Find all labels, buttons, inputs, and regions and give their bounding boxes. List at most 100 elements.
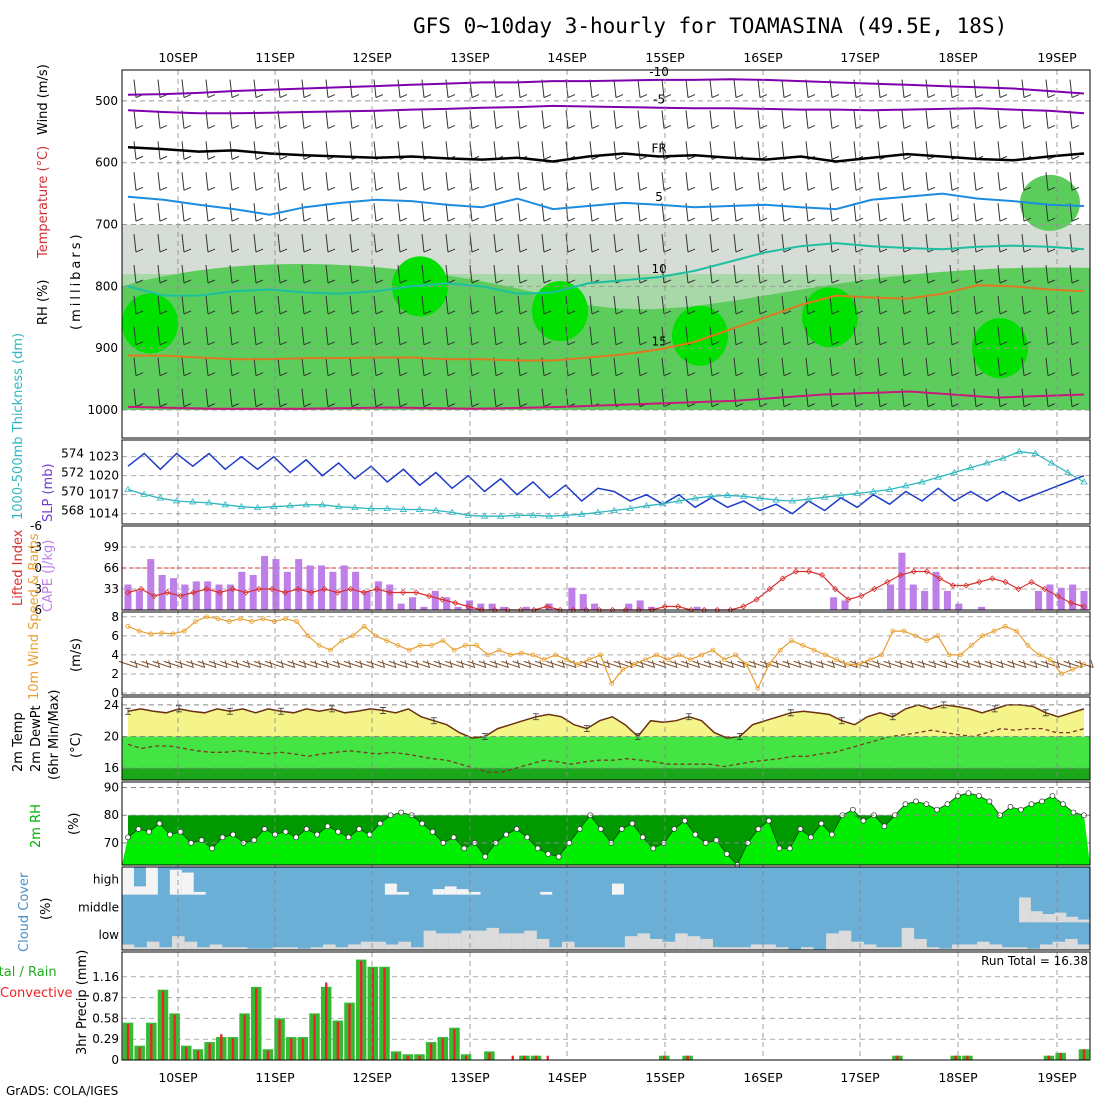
legend-wind-10m: 10m Wind Speed & Barbs <box>27 533 42 700</box>
wind-barb <box>829 388 840 408</box>
rh2m-marker <box>324 823 331 830</box>
wind-barb <box>205 79 216 99</box>
wind-barb <box>421 264 432 284</box>
wind-barb <box>277 234 288 253</box>
wind-tick-label: 4 <box>111 648 119 662</box>
thickness-marker <box>577 510 586 517</box>
cape-bar <box>955 603 963 610</box>
li-marker <box>360 589 367 596</box>
wind-barb <box>613 203 624 222</box>
cloud-bar <box>926 947 940 950</box>
wind-barb <box>421 203 432 222</box>
wind-barb <box>709 172 720 191</box>
wind-barb <box>613 110 624 129</box>
wind-speed-marker <box>148 631 153 637</box>
rh2m-fill-high <box>128 815 1084 865</box>
bottom-date-label: 11SEP <box>255 1070 295 1085</box>
wind-barb <box>733 326 744 346</box>
bottom-date-label: 13SEP <box>450 1070 490 1085</box>
rh2m-marker <box>1049 792 1056 799</box>
thickness-marker <box>172 497 181 504</box>
wind-barb <box>709 79 720 99</box>
panel-frames <box>121 69 1091 1061</box>
wind-barb <box>709 295 720 315</box>
thickness-marker <box>918 478 926 485</box>
precip-convective-bar <box>896 1055 899 1060</box>
li-marker <box>426 592 433 600</box>
cloud-bar <box>587 947 600 950</box>
wind-10m-panel: 0 2 4 6 8 <box>111 610 1094 700</box>
cloud-bar <box>964 944 978 950</box>
wind-barb <box>1069 357 1080 377</box>
cloud-bar <box>360 941 374 950</box>
ylabel-rh-pct: (%) <box>67 813 82 836</box>
wind-barb <box>397 357 408 377</box>
cape-bar <box>477 603 485 610</box>
wind-barb <box>829 357 840 377</box>
wind-barb <box>181 79 192 99</box>
wind-barb <box>205 264 216 284</box>
wind-barb <box>325 110 336 129</box>
wind-barb <box>325 388 336 408</box>
cloud-bar <box>456 889 469 895</box>
wind-speed-marker <box>721 657 727 663</box>
cloud-bar <box>889 947 902 950</box>
thickness-marker <box>788 497 797 504</box>
wind-barb <box>517 234 528 253</box>
precip-convective-bar <box>231 1038 235 1060</box>
wind-barb <box>997 110 1008 129</box>
wind-barb <box>157 326 168 346</box>
rh2m-marker <box>135 826 142 832</box>
rh2m-marker <box>818 820 825 827</box>
wind-barb <box>613 357 624 377</box>
temp-minmax-errbar <box>685 713 692 721</box>
precip-convective-bar <box>686 1055 689 1060</box>
cape-bar <box>204 581 212 610</box>
precip-convective-bar <box>208 1043 211 1060</box>
pressure-tick-label: 500 <box>95 94 118 108</box>
thickness-marker <box>659 500 667 507</box>
cloud-bar <box>662 941 676 950</box>
cape-bar <box>226 584 234 610</box>
wind-barb <box>133 295 144 315</box>
temp-2m-panel: 16 20 24 <box>104 697 1090 780</box>
li-marker <box>124 589 132 596</box>
wind-barb <box>517 264 528 284</box>
temp-minmax-errbar <box>736 733 743 740</box>
wind-speed-marker <box>328 647 333 653</box>
wind-barb <box>133 110 144 129</box>
bottom-date-label: 16SEP <box>743 1070 783 1085</box>
cape-bar <box>431 590 439 610</box>
thickness-marker <box>1015 447 1023 454</box>
cloud-bar <box>738 947 751 950</box>
wind-barb <box>397 203 408 222</box>
upper-air-panel: 500 600 700 800 900 1000 -10 -5 FR 5 10 15 <box>87 65 1090 438</box>
wind-barb <box>493 172 504 191</box>
wind-barb <box>781 326 792 346</box>
rh2m-marker <box>261 826 268 832</box>
wind-barb <box>469 234 480 253</box>
wind-barb <box>901 234 912 253</box>
li-marker <box>766 585 773 593</box>
thickness-marker <box>189 498 197 505</box>
thickness-marker <box>934 473 942 480</box>
li-marker <box>661 603 668 610</box>
wind-barb <box>541 295 552 315</box>
top-date-label: 10SEP <box>158 50 198 65</box>
top-date-label: 13SEP <box>450 50 490 65</box>
cape-bar <box>830 597 838 610</box>
wind-10m-legend: 10m Wind Speed & Barbs (m/s) <box>27 533 84 700</box>
rh-2m-panel: 70 80 90 <box>104 781 1090 868</box>
cloud-bar <box>468 891 481 895</box>
thickness-marker <box>902 482 910 489</box>
wind-barb <box>157 295 168 315</box>
wind-barb <box>877 295 888 315</box>
li-marker <box>216 589 223 596</box>
rh2m-marker <box>534 845 541 852</box>
rh2m-marker <box>282 828 289 835</box>
wind-barb <box>1045 110 1056 129</box>
wind-barb <box>709 234 720 253</box>
cape-bar <box>397 603 405 610</box>
wind-barb <box>517 172 528 191</box>
wind-barb-10m <box>1074 660 1094 669</box>
